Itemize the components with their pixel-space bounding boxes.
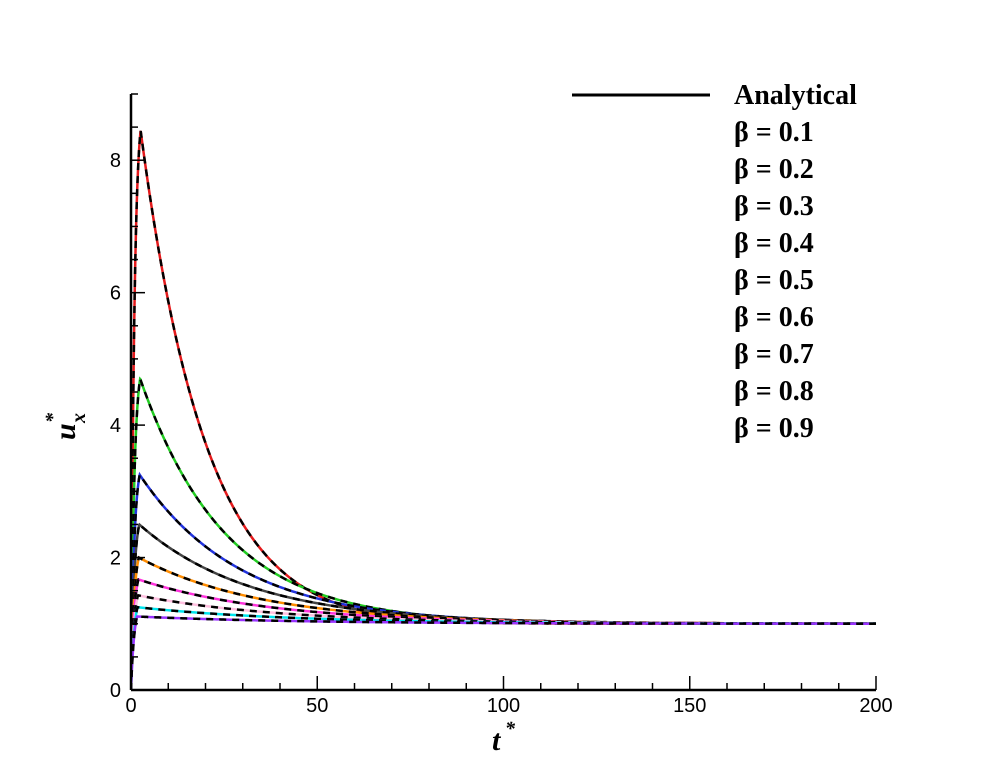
y-axis-title-sup: *: [42, 412, 64, 423]
x-tick-label: 150: [673, 695, 706, 717]
analytical-dashed-line: [131, 593, 876, 690]
x-axis-title-sup: *: [505, 718, 516, 740]
legend-item: β = 0.4: [734, 228, 814, 259]
analytical-dashed-line: [131, 615, 876, 690]
legend-item: β = 0.6: [734, 302, 814, 333]
analytical-dashed-line: [131, 577, 876, 690]
y-tick-label: 4: [110, 415, 121, 437]
x-tick-label: 100: [487, 695, 520, 717]
y-axis-title-main: u: [49, 423, 82, 440]
y-axis-title: u x *: [42, 412, 90, 440]
legend-item: β = 0.5: [734, 265, 814, 296]
legend-analytical-label: Analytical: [734, 80, 857, 111]
series-line: [131, 471, 876, 690]
legend-item: β = 0.9: [734, 413, 814, 444]
x-tick-label: 0: [125, 695, 136, 717]
x-tick-label: 50: [306, 695, 328, 717]
legend-item: β = 0.1: [734, 117, 814, 148]
legend-item: β = 0.3: [734, 191, 814, 222]
y-tick-label: 2: [110, 548, 121, 570]
x-axis-title-main: t: [492, 724, 502, 757]
legend-item: β = 0.7: [734, 339, 814, 370]
y-tick-label: 8: [110, 150, 121, 172]
ticks-layer: [130, 93, 877, 691]
legend-item: β = 0.8: [734, 376, 814, 407]
legend: Analytical β = 0.1 β = 0.2 β = 0.3 β = 0…: [572, 80, 857, 444]
x-axis-title: t *: [492, 718, 516, 757]
y-axis-title-sub: x: [68, 413, 90, 424]
analytical-dashed-line: [131, 471, 876, 690]
analytical-dashed-line: [131, 555, 876, 690]
x-tick-label: 200: [859, 695, 892, 717]
y-tick-label: 0: [110, 680, 121, 702]
legend-item: β = 0.2: [734, 154, 814, 185]
curves-layer: [131, 130, 876, 690]
y-tick-label: 6: [110, 283, 121, 305]
